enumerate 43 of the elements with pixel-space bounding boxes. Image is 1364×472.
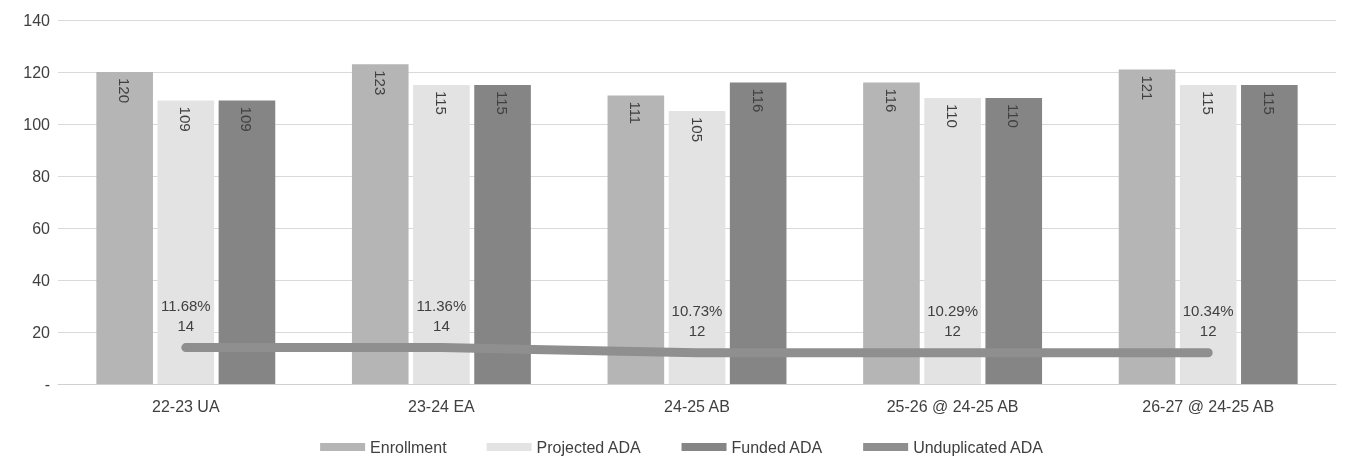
bar — [863, 82, 920, 384]
data-label: 10.73% 12 — [671, 302, 723, 340]
data-label: 110 — [1005, 104, 1023, 128]
data-label: 115 — [432, 91, 450, 115]
bar — [96, 72, 153, 384]
data-label: 111 — [627, 101, 645, 125]
data-label: 121 — [1138, 75, 1156, 101]
data-label: 10.29% 12 — [927, 302, 979, 340]
bar — [1118, 69, 1176, 384]
data-label: 116 — [882, 88, 900, 113]
data-label: 110 — [944, 104, 962, 128]
data-label: 11.36% 14 — [416, 297, 467, 335]
data-label: 11.68% 14 — [160, 297, 211, 335]
data-label: 123 — [371, 70, 389, 96]
legend-label: Funded ADA — [731, 438, 823, 456]
x-tick-label: 26-27 @ 24-25 AB — [1142, 397, 1275, 415]
data-label: 115 — [1199, 91, 1217, 115]
data-label: 109 — [238, 106, 256, 132]
bar — [607, 95, 665, 384]
data-label: 109 — [177, 106, 195, 132]
x-tick-label: 25-26 @ 24-25 AB — [886, 397, 1019, 415]
bar — [351, 64, 409, 384]
legend-label: Unduplicated ADA — [913, 438, 1044, 456]
y-tick-label: - — [44, 375, 50, 393]
bar — [1241, 85, 1298, 384]
y-tick-label: 20 — [32, 323, 51, 341]
data-label: 116 — [749, 88, 767, 113]
y-tick-label: 80 — [32, 167, 51, 185]
y-tick-label: 100 — [23, 115, 51, 133]
legend-label: Enrollment — [370, 438, 448, 456]
data-label: 105 — [688, 117, 706, 143]
y-tick-label: 40 — [32, 271, 51, 289]
legend-label: Projected ADA — [536, 438, 641, 456]
y-tick-label: 140 — [23, 11, 51, 29]
data-label: 115 — [1260, 91, 1278, 115]
data-label: 120 — [116, 78, 134, 104]
y-tick-label: 60 — [32, 219, 51, 237]
data-label: 10.34% 12 — [1182, 302, 1234, 340]
x-tick-label: 22-23 UA — [152, 397, 220, 415]
x-tick-label: 23-24 EA — [408, 397, 476, 415]
y-tick-label: 120 — [23, 63, 51, 81]
x-tick-label: 24-25 AB — [664, 397, 730, 415]
data-label: 115 — [494, 91, 512, 115]
